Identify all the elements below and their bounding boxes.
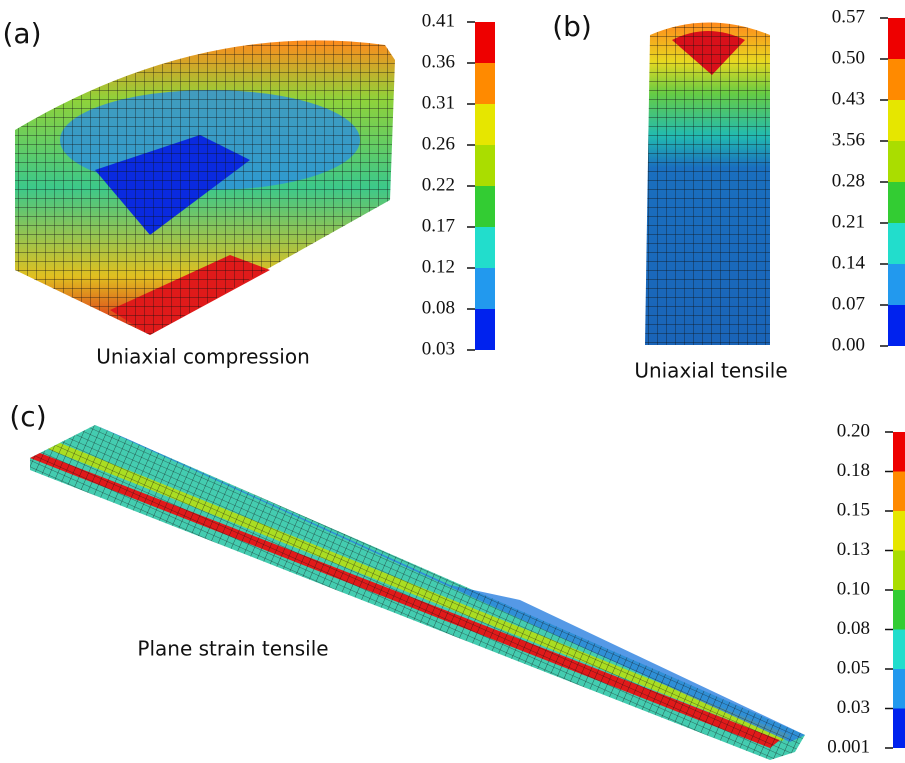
colorbar-segment bbox=[893, 550, 905, 590]
colorbar-tick-label: 0.08 bbox=[422, 297, 455, 318]
colorbar-segment bbox=[893, 629, 905, 669]
colorbar-tick-label: 0.57 bbox=[832, 6, 865, 27]
caption: Uniaxial compression bbox=[96, 345, 310, 369]
colorbar-segment bbox=[475, 22, 495, 63]
colorbar-segment bbox=[475, 268, 495, 309]
colorbar-tick-label: 0.001 bbox=[827, 736, 870, 757]
colorbar-segment bbox=[888, 223, 905, 264]
colorbar-tick-label: 0.00 bbox=[832, 334, 865, 355]
colorbar-tick-label: 0.10 bbox=[837, 578, 870, 599]
colorbar-tick-label: 0.21 bbox=[832, 211, 865, 232]
caption: Uniaxial tensile bbox=[634, 359, 787, 383]
colorbar-segment bbox=[475, 227, 495, 268]
mesh-b bbox=[645, 22, 770, 345]
colorbar-segment bbox=[888, 100, 905, 141]
colorbar-segment bbox=[893, 432, 905, 472]
colorbar-segment bbox=[888, 264, 905, 305]
colorbar-tick-label: 0.07 bbox=[832, 293, 865, 314]
colorbar-segment bbox=[475, 309, 495, 350]
colorbar-segment bbox=[893, 590, 905, 630]
colorbar-tick-label: 0.18 bbox=[837, 460, 870, 481]
colorbar-segment bbox=[475, 63, 495, 104]
colorbar-tick-label: 0.03 bbox=[837, 697, 870, 718]
colorbar-tick-label: 0.22 bbox=[422, 174, 455, 195]
colorbar-tick-label: 0.08 bbox=[837, 618, 870, 639]
colorbar-tick-label: 0.13 bbox=[837, 539, 870, 560]
colorbar-tick-label: 0.17 bbox=[422, 215, 455, 236]
colorbar-tick-label: 0.26 bbox=[422, 133, 455, 154]
panel-label: (c) bbox=[9, 400, 46, 433]
colorbar-tick-label: 0.36 bbox=[422, 51, 455, 72]
colorbar-segment bbox=[893, 669, 905, 709]
colorbar-segment bbox=[893, 471, 905, 511]
mesh-a bbox=[15, 40, 395, 336]
colorbar-tick-label: 0.14 bbox=[832, 252, 866, 273]
colorbar-tick-label: 0.12 bbox=[422, 256, 455, 277]
colorbar-tick-label: 0.20 bbox=[837, 420, 870, 441]
colorbar-tick-label: 0.50 bbox=[832, 47, 865, 68]
colorbar-segment bbox=[888, 59, 905, 100]
colorbar-tick-label: 0.41 bbox=[422, 10, 455, 31]
mesh-c bbox=[30, 425, 805, 760]
caption: Plane strain tensile bbox=[137, 637, 328, 661]
colorbar-segment bbox=[893, 708, 905, 748]
colorbar-tick-label: 0.03 bbox=[422, 338, 455, 359]
panel-label: (a) bbox=[2, 17, 41, 50]
colorbar-c: 0.20 0.18 0.15 0.13 0.10 0.08 0.05 0.03 0.001 bbox=[827, 420, 905, 757]
colorbar-segment bbox=[893, 511, 905, 551]
colorbar-tick-label: 0.31 bbox=[422, 92, 455, 113]
colorbar-segment bbox=[888, 182, 905, 223]
colorbar-segment bbox=[888, 305, 905, 346]
colorbar-a: 0.41 0.36 0.31 0.26 0.22 0.17 0.12 0.08 0.03 bbox=[422, 10, 495, 359]
colorbar-tick-label: 0.28 bbox=[832, 170, 865, 191]
colorbar-b: 0.57 0.50 0.43 3.56 0.28 0.21 0.14 0.07 0.00 bbox=[832, 6, 905, 355]
colorbar-tick-label: 3.56 bbox=[832, 129, 865, 150]
colorbar-tick-label: 0.43 bbox=[832, 88, 865, 109]
colorbar-segment bbox=[475, 104, 495, 145]
colorbar-tick-label: 0.15 bbox=[837, 499, 870, 520]
colorbar-segment bbox=[888, 18, 905, 59]
colorbar-segment bbox=[475, 186, 495, 227]
panel-label: (b) bbox=[552, 10, 592, 43]
colorbar-segment bbox=[888, 141, 905, 182]
colorbar-segment bbox=[475, 145, 495, 186]
colorbar-tick-label: 0.05 bbox=[837, 657, 870, 678]
